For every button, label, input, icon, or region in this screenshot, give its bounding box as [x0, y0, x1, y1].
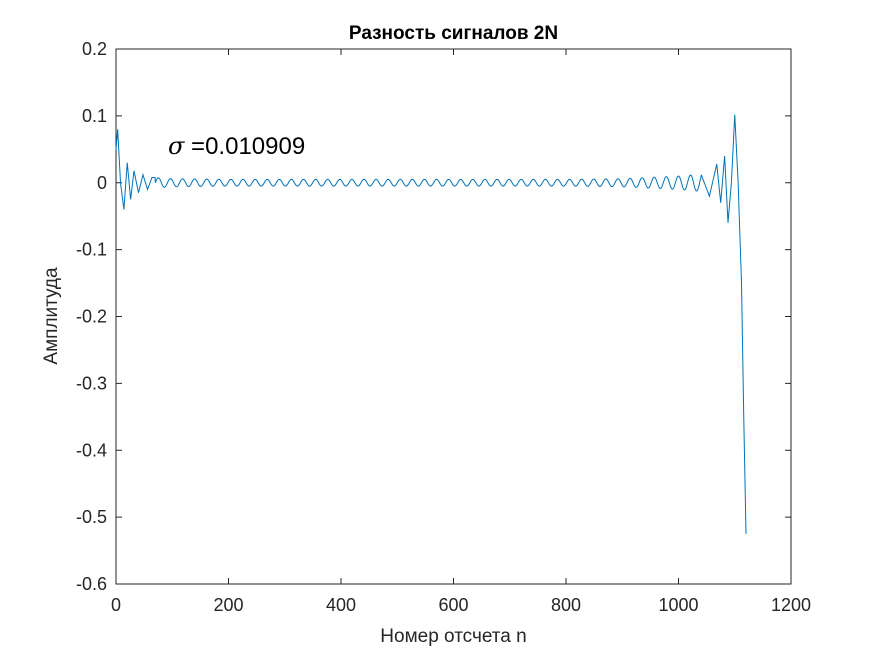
- x-tick-label: 600: [438, 595, 468, 615]
- x-axis-label: Номер отсчета n: [380, 626, 526, 647]
- y-axis-label: Амплитуда: [41, 267, 62, 365]
- y-axis: 0.2 0.1 0 -0.1 -0.2 -0.3 -0.4 -0.5 -0.6: [76, 39, 791, 594]
- x-axis: 0 200 400 600 800 1000 1200: [111, 49, 811, 615]
- signal-line: [115, 114, 747, 534]
- chart-title: Разность сигналов 2N: [349, 23, 558, 44]
- y-tick-label: -0.4: [76, 440, 107, 460]
- y-tick-label: -0.6: [76, 574, 107, 594]
- plot-area: [115, 48, 792, 585]
- y-tick-label: -0.3: [76, 373, 107, 393]
- sigma-value: =0.010909: [184, 133, 305, 160]
- sigma-annotation: σ =0.010909: [168, 132, 305, 160]
- y-tick-label: 0: [97, 173, 107, 193]
- y-tick-label: 0.1: [82, 106, 107, 126]
- y-tick-label: -0.2: [76, 307, 107, 327]
- x-tick-label: 200: [213, 595, 243, 615]
- x-tick-label: 1200: [771, 595, 811, 615]
- x-tick-label: 1000: [658, 595, 698, 615]
- y-tick-label: -0.5: [76, 507, 107, 527]
- x-tick-label: 0: [111, 595, 121, 615]
- y-tick-label: 0.2: [82, 39, 107, 59]
- y-tick-label: -0.1: [76, 240, 107, 260]
- sigma-symbol: σ: [168, 132, 185, 160]
- x-tick-label: 800: [551, 595, 581, 615]
- x-tick-label: 400: [326, 595, 356, 615]
